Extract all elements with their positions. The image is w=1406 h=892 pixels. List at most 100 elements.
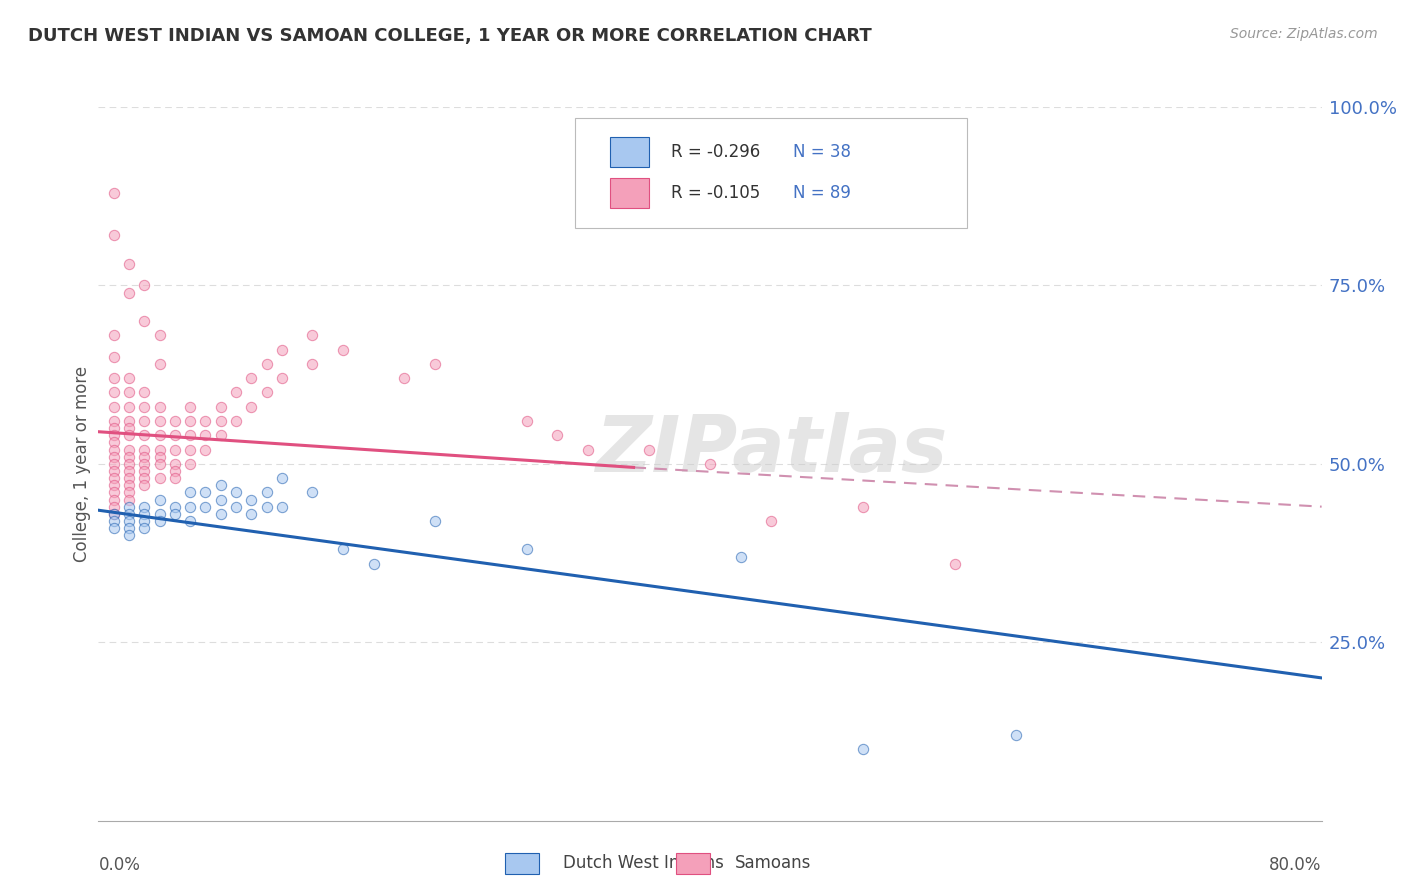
Point: [163, 500, 186, 514]
Point: [118, 528, 141, 542]
Point: [134, 400, 156, 414]
Point: [392, 371, 416, 385]
Point: [149, 428, 172, 442]
Point: [103, 478, 125, 492]
Point: [103, 507, 125, 521]
Point: [103, 521, 125, 535]
Point: [332, 542, 354, 557]
Point: [179, 400, 201, 414]
Point: [163, 464, 186, 478]
Point: [270, 343, 292, 357]
FancyBboxPatch shape: [610, 137, 650, 167]
Point: [423, 357, 446, 371]
Point: [103, 385, 125, 400]
Point: [103, 328, 125, 343]
Point: [134, 428, 156, 442]
Point: [118, 442, 141, 457]
Point: [256, 500, 278, 514]
Point: [163, 471, 186, 485]
Point: [103, 228, 125, 243]
Point: [149, 457, 172, 471]
Point: [134, 500, 156, 514]
Text: 80.0%: 80.0%: [1270, 856, 1322, 874]
Point: [103, 442, 125, 457]
Point: [730, 549, 752, 564]
Point: [209, 507, 232, 521]
Point: [118, 428, 141, 442]
Point: [103, 471, 125, 485]
Point: [516, 542, 538, 557]
Point: [118, 421, 141, 435]
Point: [149, 471, 172, 485]
Point: [240, 507, 263, 521]
Point: [209, 492, 232, 507]
Point: [270, 500, 292, 514]
Point: [256, 357, 278, 371]
Point: [179, 485, 201, 500]
Point: [240, 371, 263, 385]
Point: [118, 285, 141, 300]
Point: [576, 442, 599, 457]
Point: [301, 485, 323, 500]
Point: [118, 371, 141, 385]
Point: [103, 457, 125, 471]
Point: [225, 385, 247, 400]
Point: [103, 492, 125, 507]
Point: [103, 507, 125, 521]
Point: [179, 514, 201, 528]
Point: [516, 414, 538, 428]
FancyBboxPatch shape: [676, 853, 710, 874]
Point: [546, 428, 568, 442]
Point: [103, 371, 125, 385]
Point: [225, 414, 247, 428]
Point: [240, 400, 263, 414]
Text: 0.0%: 0.0%: [98, 856, 141, 874]
Point: [134, 514, 156, 528]
Point: [103, 450, 125, 464]
Point: [301, 328, 323, 343]
Point: [118, 507, 141, 521]
Point: [759, 514, 782, 528]
FancyBboxPatch shape: [610, 178, 650, 208]
Point: [240, 492, 263, 507]
Point: [423, 514, 446, 528]
Point: [118, 457, 141, 471]
Text: Source: ZipAtlas.com: Source: ZipAtlas.com: [1230, 27, 1378, 41]
Point: [225, 485, 247, 500]
Point: [134, 507, 156, 521]
Point: [225, 500, 247, 514]
Point: [103, 400, 125, 414]
Point: [149, 514, 172, 528]
Point: [118, 464, 141, 478]
Point: [149, 492, 172, 507]
Point: [209, 428, 232, 442]
Point: [134, 521, 156, 535]
Point: [134, 385, 156, 400]
Point: [163, 414, 186, 428]
Point: [699, 457, 721, 471]
Point: [149, 328, 172, 343]
Point: [134, 442, 156, 457]
Text: R = -0.296: R = -0.296: [671, 143, 761, 161]
Point: [134, 457, 156, 471]
Point: [149, 442, 172, 457]
Point: [103, 435, 125, 450]
Point: [943, 557, 966, 571]
Point: [179, 414, 201, 428]
Point: [149, 400, 172, 414]
Point: [134, 314, 156, 328]
Point: [103, 500, 125, 514]
Point: [103, 414, 125, 428]
Text: Dutch West Indians: Dutch West Indians: [564, 855, 724, 872]
Point: [194, 428, 217, 442]
Point: [179, 442, 201, 457]
Point: [163, 457, 186, 471]
Point: [103, 464, 125, 478]
Text: R = -0.105: R = -0.105: [671, 184, 761, 202]
Point: [194, 414, 217, 428]
Point: [118, 521, 141, 535]
Point: [103, 428, 125, 442]
Point: [179, 457, 201, 471]
Point: [149, 357, 172, 371]
Point: [134, 464, 156, 478]
